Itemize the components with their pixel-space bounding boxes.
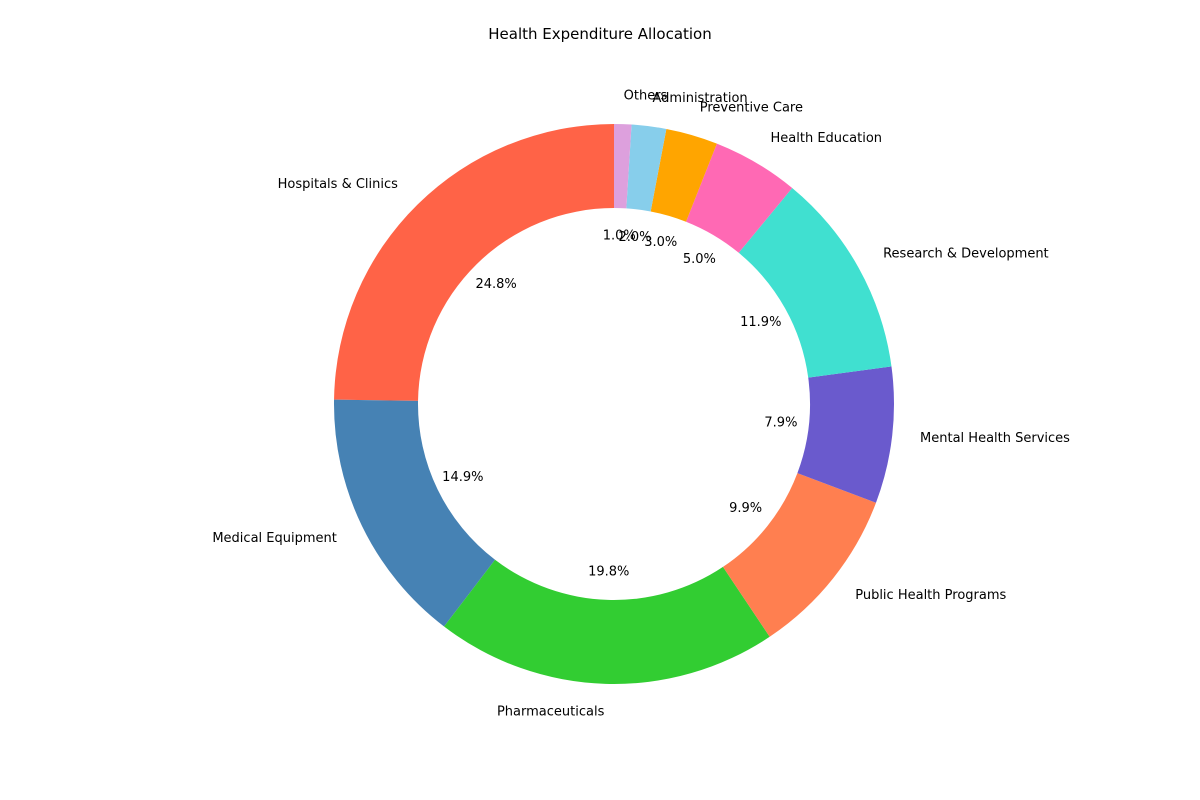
slice-label-research-development: Research & Development: [883, 247, 1049, 262]
slice-pct-public-health-programs: 9.9%: [729, 501, 762, 516]
slice-label-administration: Administration: [653, 91, 748, 106]
slice-pct-others: 1.0%: [603, 229, 636, 244]
slice-pct-hospitals-clinics: 24.8%: [475, 277, 516, 292]
slice-pct-mental-health-services: 7.9%: [764, 415, 797, 430]
slice-pct-preventive-care: 3.0%: [644, 235, 677, 250]
slice-mental-health-services: [797, 366, 894, 503]
slice-research-development: [738, 188, 892, 378]
slice-medical-equipment: [334, 399, 496, 627]
slice-label-health-education: Health Education: [771, 131, 883, 146]
slice-administration: [626, 124, 667, 212]
slice-pct-medical-equipment: 14.9%: [442, 470, 483, 485]
slice-others: [614, 124, 632, 209]
slice-label-medical-equipment: Medical Equipment: [212, 531, 337, 546]
slice-pct-administration: 2.0%: [618, 230, 651, 245]
slice-label-others: Others: [624, 89, 668, 104]
slice-label-pharmaceuticals: Pharmaceuticals: [497, 704, 605, 719]
slice-label-hospitals-clinics: Hospitals & Clinics: [278, 177, 399, 192]
slice-pct-research-development: 11.9%: [740, 315, 781, 330]
slice-pct-health-education: 5.0%: [683, 252, 716, 267]
slice-preventive-care: [650, 128, 717, 222]
slice-hospitals-clinics: [334, 124, 614, 401]
slice-label-mental-health-services: Mental Health Services: [920, 431, 1070, 446]
chart-title: Health Expenditure Allocation: [488, 25, 712, 43]
slice-label-preventive-care: Preventive Care: [700, 101, 803, 116]
slice-health-education: [686, 143, 793, 253]
slice-label-public-health-programs: Public Health Programs: [855, 588, 1006, 603]
slice-pct-pharmaceuticals: 19.8%: [588, 564, 629, 579]
slice-pharmaceuticals: [444, 559, 770, 684]
slice-public-health-programs: [722, 473, 876, 637]
